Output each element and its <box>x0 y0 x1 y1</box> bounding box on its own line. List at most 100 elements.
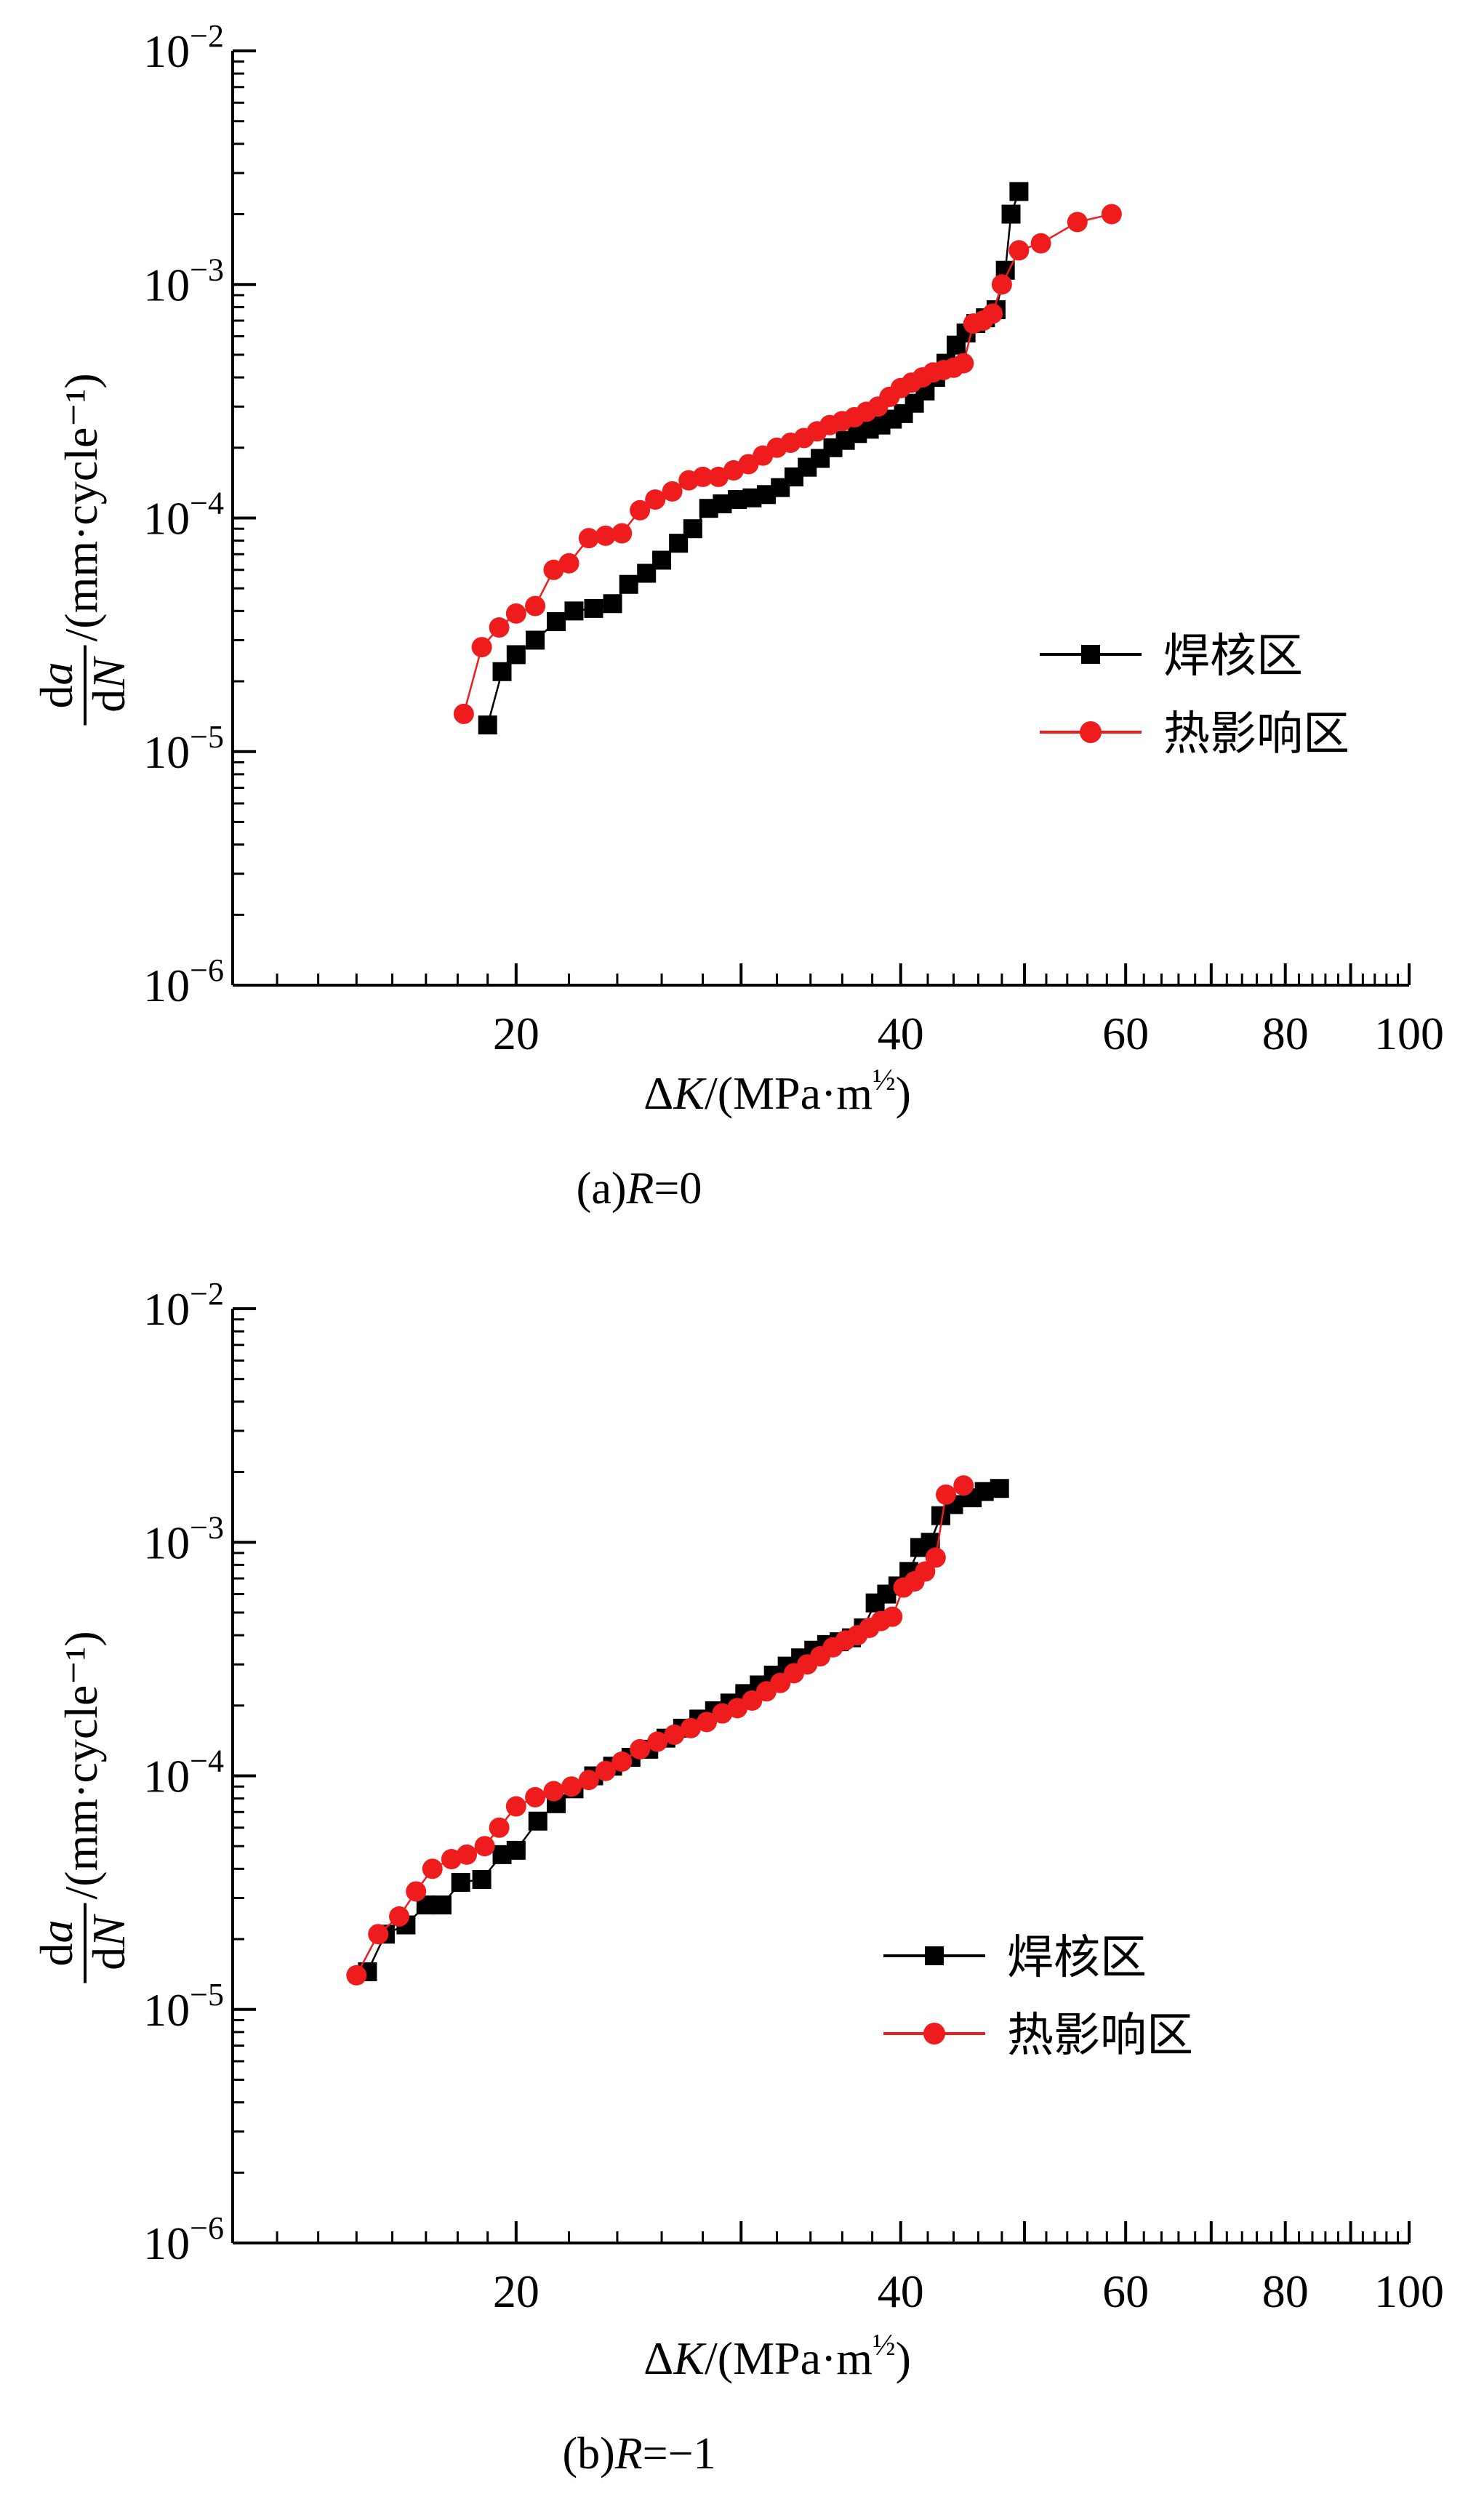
data-point-square <box>526 630 545 650</box>
data-point-square <box>619 574 638 594</box>
data-point-circle <box>708 466 729 487</box>
data-point-circle <box>505 603 526 624</box>
data-point-circle <box>611 1751 633 1773</box>
legend-label: 焊核区 <box>1007 1931 1147 1985</box>
data-point-circle <box>578 1770 599 1791</box>
data-point-square <box>652 550 672 570</box>
data-point-circle <box>882 1606 903 1627</box>
data-point-circle <box>662 481 683 502</box>
series-line <box>462 213 1112 715</box>
data-point-circle <box>543 1781 564 1802</box>
data-point-circle <box>346 1965 367 1986</box>
legend-marker-circle <box>1080 721 1102 743</box>
data-point-square <box>683 519 702 539</box>
x-tick-label: 80 <box>1262 1008 1309 1059</box>
y-tick-label: 10−6 <box>143 952 224 1011</box>
y-axis-label-denominator: dN <box>83 656 135 713</box>
legend-marker-circle <box>923 2023 945 2044</box>
data-point-square <box>451 1872 470 1892</box>
series-heat-affected-zone <box>346 1475 974 1986</box>
data-point-circle <box>561 1776 582 1797</box>
data-point-square <box>603 594 622 614</box>
y-tick-label: 10−2 <box>143 1276 224 1335</box>
data-point-circle <box>474 1836 495 1857</box>
y-tick-label: 10−4 <box>143 1743 224 1802</box>
y-tick-label: 10−3 <box>143 252 224 310</box>
data-point-square <box>478 715 497 735</box>
data-point-circle <box>681 1717 702 1738</box>
y-tick-label: 10−5 <box>143 719 224 778</box>
x-tick-label: 80 <box>1262 2266 1309 2317</box>
data-point-circle <box>505 1796 526 1817</box>
data-point-square <box>584 598 603 618</box>
x-tick-label: 20 <box>493 1008 540 1059</box>
series-heat-affected-zone <box>453 204 1122 724</box>
legend-label: 焊核区 <box>1163 630 1303 683</box>
data-point-circle <box>489 1817 510 1838</box>
x-tick-label: 60 <box>1102 2266 1149 2317</box>
legend-label: 热影响区 <box>1007 2009 1193 2063</box>
y-tick-label: 10−3 <box>143 1509 224 1568</box>
y-axis-label-denominator: dN <box>83 1914 135 1970</box>
x-tick-label: 20 <box>493 2266 540 2317</box>
data-point-circle <box>630 1738 651 1759</box>
data-point-circle <box>925 1547 946 1568</box>
data-point-square <box>990 1479 1009 1498</box>
x-axis-label: ΔK/(MPa·m½) <box>643 1064 911 1119</box>
data-point-circle <box>368 1924 389 1945</box>
x-tick-label: 40 <box>878 1008 924 1059</box>
data-point-circle <box>525 1786 546 1807</box>
data-point-square <box>528 1811 548 1831</box>
data-point-square <box>506 1840 526 1860</box>
data-point-circle <box>630 499 651 521</box>
data-point-circle <box>697 1712 718 1733</box>
x-tick-label: 100 <box>1374 2266 1444 2317</box>
chart-caption: (a)R=0 <box>577 1164 702 1213</box>
data-point-circle <box>664 1724 685 1745</box>
y-axis-label-unit: /(mm·cycle⁻¹) <box>55 373 107 641</box>
data-point-square <box>1009 182 1029 201</box>
x-tick-label: 60 <box>1102 1008 1149 1059</box>
data-point-circle <box>525 595 546 617</box>
x-axis-label: ΔK/(MPa·m½) <box>643 2329 911 2384</box>
data-point-square <box>492 662 512 681</box>
y-tick-label: 10−6 <box>143 2210 224 2269</box>
chart-caption: (b)R=−1 <box>562 2429 715 2479</box>
data-point-circle <box>1101 204 1122 225</box>
data-point-square <box>472 1870 492 1890</box>
data-point-circle <box>991 274 1012 295</box>
legend-marker-square <box>1081 645 1100 664</box>
y-tick-label: 10−2 <box>143 18 224 77</box>
data-point-square <box>432 1895 452 1915</box>
data-point-square <box>1001 204 1021 224</box>
chart-panel-b: 10−6 10−5 10−4 10−3 10−2 20 40 60 80 100 ΔK/(MPa·m… <box>31 1276 1444 2479</box>
data-point-circle <box>915 1561 936 1582</box>
data-point-circle <box>558 553 579 574</box>
data-point-circle <box>1008 240 1030 261</box>
data-point-circle <box>936 1484 957 1505</box>
x-tick-label: 100 <box>1374 1008 1444 1059</box>
data-point-circle <box>645 489 666 510</box>
data-point-circle <box>471 637 492 658</box>
data-point-circle <box>982 303 1003 324</box>
y-tick-label: 10−5 <box>143 1977 224 2036</box>
data-point-circle <box>611 523 633 544</box>
data-point-square <box>547 612 566 632</box>
x-tick-label: 40 <box>878 2266 924 2317</box>
data-point-circle <box>953 1475 974 1496</box>
chart-panel-a: 10−6 10−5 10−4 10−3 10−2 20 40 60 80 100 ΔK/(MPa·m… <box>31 18 1444 1213</box>
data-point-circle <box>422 1858 443 1879</box>
legend-marker-square <box>925 1946 944 1965</box>
data-point-circle <box>647 1731 668 1752</box>
data-point-circle <box>406 1881 427 1902</box>
legend-label: 热影响区 <box>1163 707 1349 761</box>
data-point-circle <box>1030 233 1051 254</box>
data-point-circle <box>953 353 974 374</box>
data-point-circle <box>595 525 616 546</box>
data-point-circle <box>457 1844 478 1865</box>
data-point-circle <box>692 466 713 487</box>
